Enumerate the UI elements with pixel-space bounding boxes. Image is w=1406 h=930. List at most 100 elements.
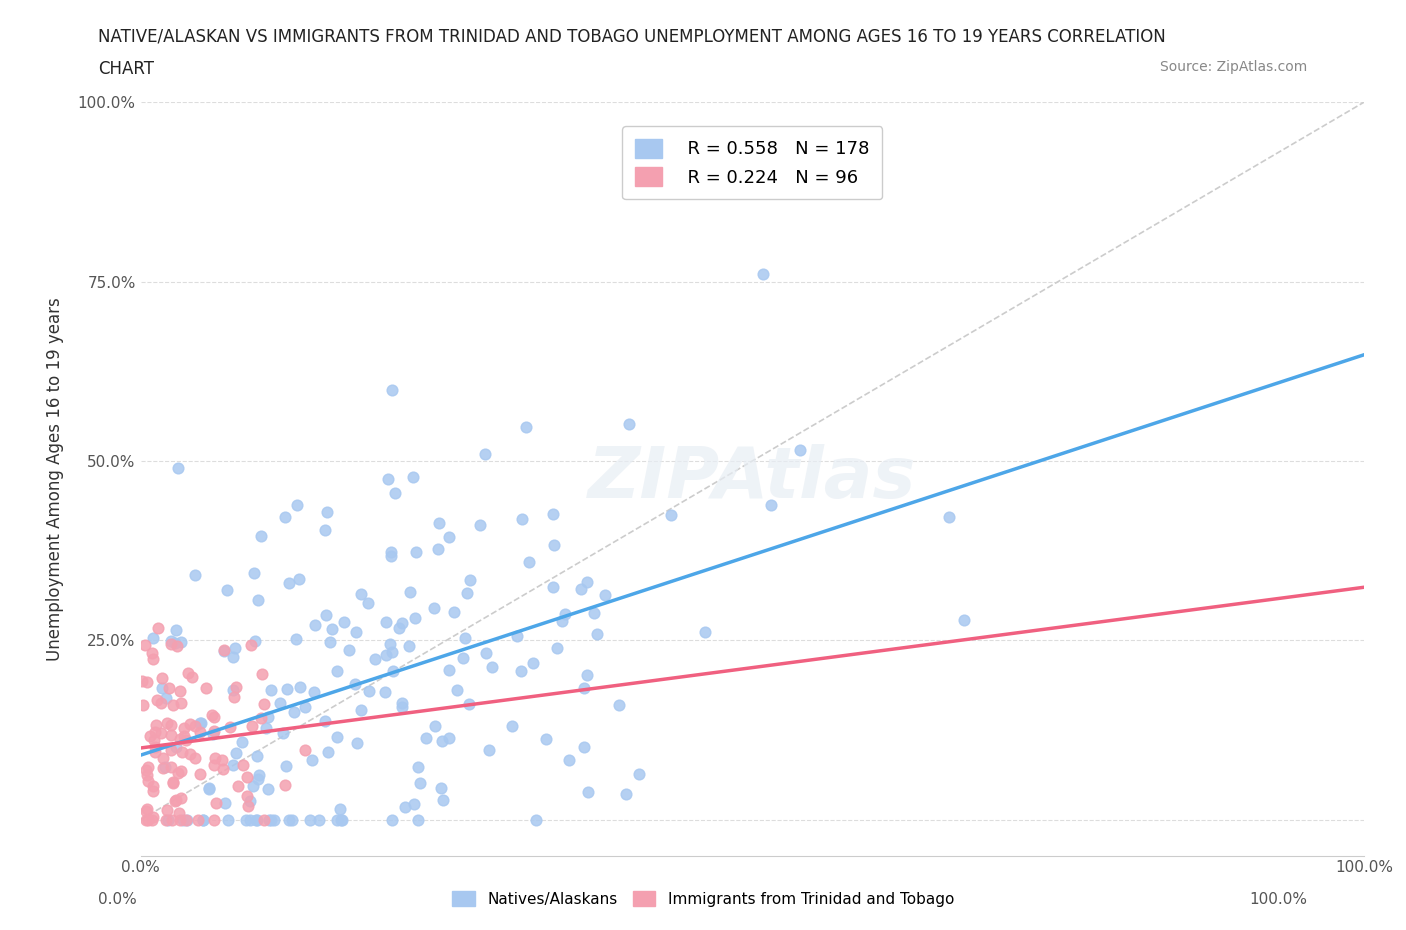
Point bbox=[399, 584, 422, 599]
Point bbox=[214, 644, 236, 658]
Point bbox=[423, 719, 446, 734]
Point bbox=[167, 766, 190, 781]
Point bbox=[141, 645, 163, 660]
Point bbox=[163, 794, 186, 809]
Point bbox=[202, 812, 225, 827]
Point bbox=[550, 614, 572, 629]
Point bbox=[163, 636, 186, 651]
Point bbox=[225, 746, 247, 761]
Point bbox=[595, 588, 617, 603]
Point bbox=[346, 736, 368, 751]
Point bbox=[388, 620, 411, 635]
Point bbox=[617, 417, 640, 432]
Point bbox=[406, 812, 429, 827]
Point bbox=[501, 719, 523, 734]
Point bbox=[160, 759, 183, 774]
Point bbox=[188, 715, 211, 730]
Point bbox=[287, 571, 309, 586]
Point bbox=[162, 698, 184, 712]
Point bbox=[276, 682, 298, 697]
Point bbox=[316, 745, 339, 760]
Point bbox=[381, 644, 404, 659]
Point bbox=[132, 698, 155, 712]
Point bbox=[231, 734, 253, 749]
Point bbox=[165, 792, 187, 807]
Point bbox=[454, 631, 477, 645]
Point bbox=[222, 683, 245, 698]
Point bbox=[146, 693, 169, 708]
Point bbox=[160, 636, 183, 651]
Point bbox=[586, 626, 609, 641]
Point bbox=[578, 784, 600, 799]
Point bbox=[381, 812, 404, 827]
Point bbox=[172, 812, 194, 827]
Point bbox=[437, 662, 460, 677]
Point bbox=[170, 745, 193, 760]
Point bbox=[281, 812, 304, 827]
Point bbox=[139, 728, 162, 743]
Y-axis label: Unemployment Among Ages 16 to 19 years: Unemployment Among Ages 16 to 19 years bbox=[46, 297, 63, 661]
Point bbox=[512, 512, 534, 527]
Point bbox=[150, 681, 173, 696]
Point bbox=[329, 802, 352, 817]
Point bbox=[169, 684, 191, 698]
Point bbox=[350, 703, 373, 718]
Point bbox=[177, 666, 200, 681]
Point bbox=[214, 796, 236, 811]
Point bbox=[319, 635, 342, 650]
Point bbox=[474, 645, 496, 660]
Point bbox=[184, 718, 207, 733]
Point bbox=[405, 545, 427, 560]
Point bbox=[333, 615, 356, 630]
Point bbox=[343, 676, 366, 691]
Point bbox=[304, 684, 326, 699]
Point bbox=[314, 714, 336, 729]
Point bbox=[534, 731, 557, 746]
Point bbox=[257, 710, 280, 724]
Point bbox=[195, 681, 218, 696]
Point bbox=[150, 671, 173, 685]
Point bbox=[142, 783, 165, 798]
Point bbox=[628, 766, 651, 781]
Point bbox=[222, 758, 245, 773]
Point bbox=[695, 625, 717, 640]
Point bbox=[257, 782, 280, 797]
Point bbox=[238, 799, 260, 814]
Point bbox=[278, 812, 301, 827]
Point bbox=[193, 812, 215, 827]
Point bbox=[205, 795, 228, 810]
Point bbox=[169, 764, 191, 778]
Point bbox=[142, 631, 165, 645]
Point bbox=[374, 684, 396, 699]
Point bbox=[184, 751, 207, 765]
Point bbox=[142, 778, 165, 793]
Point bbox=[314, 523, 336, 538]
Point bbox=[246, 771, 269, 786]
Point bbox=[391, 696, 413, 711]
Point bbox=[481, 659, 503, 674]
Point bbox=[136, 812, 159, 827]
Point bbox=[153, 760, 176, 775]
Point bbox=[246, 812, 269, 827]
Point bbox=[506, 629, 529, 644]
Point bbox=[344, 624, 367, 639]
Point bbox=[187, 812, 209, 827]
Point bbox=[225, 679, 247, 694]
Point bbox=[202, 724, 225, 738]
Point bbox=[152, 751, 174, 765]
Point bbox=[253, 697, 276, 711]
Point bbox=[359, 684, 381, 698]
Point bbox=[160, 812, 183, 827]
Point bbox=[474, 446, 496, 461]
Point bbox=[211, 752, 233, 767]
Point bbox=[235, 812, 257, 827]
Point bbox=[202, 710, 225, 724]
Point bbox=[152, 761, 174, 776]
Point bbox=[432, 792, 454, 807]
Point bbox=[415, 731, 437, 746]
Point bbox=[162, 776, 184, 790]
Point bbox=[166, 739, 188, 754]
Point bbox=[375, 615, 398, 630]
Point bbox=[179, 716, 201, 731]
Point bbox=[155, 690, 177, 705]
